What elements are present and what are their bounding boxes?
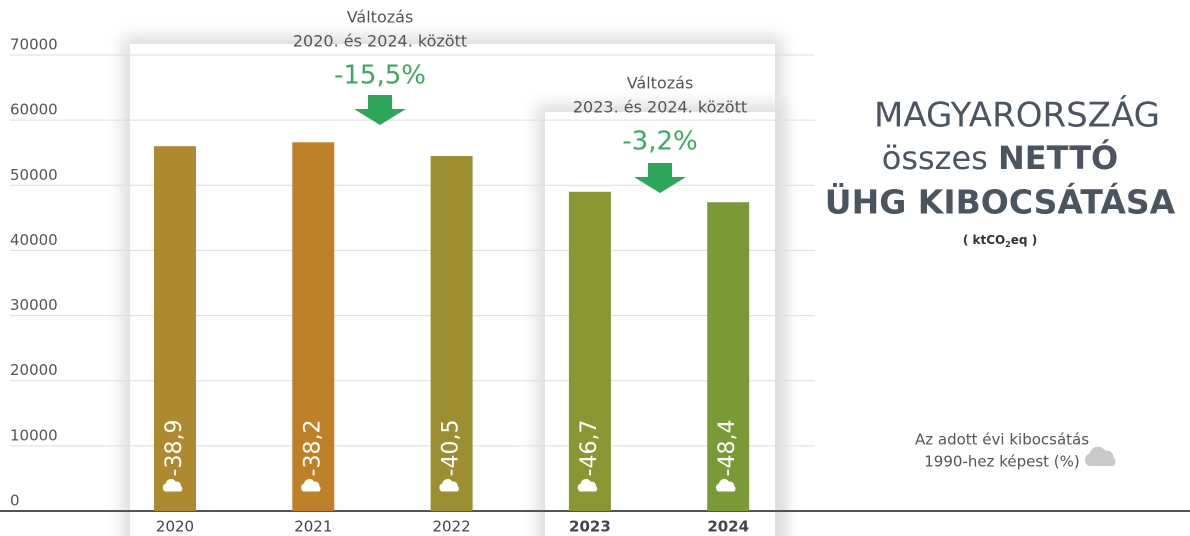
bar bbox=[292, 142, 335, 511]
bar bbox=[707, 202, 750, 512]
annotation-change: -15,5% bbox=[334, 61, 426, 91]
annotation-change: -3,2% bbox=[622, 127, 697, 157]
title: MAGYARORSZÁG bbox=[874, 95, 1160, 136]
title-part: összes bbox=[882, 139, 988, 177]
y-tick-label: 20000 bbox=[10, 361, 58, 379]
annotation-text: 2020. és 2024. között bbox=[293, 32, 467, 51]
y-tick-label: 40000 bbox=[10, 231, 58, 249]
note: Az adott évi kibocsátás bbox=[915, 431, 1089, 449]
title: ÜHG KIBOCSÁTÁSA bbox=[825, 182, 1176, 222]
y-tick-label: 70000 bbox=[10, 36, 58, 54]
arrow bbox=[354, 95, 406, 125]
x-tick-label: 2022 bbox=[433, 518, 471, 536]
x-tick-label: 2023 bbox=[569, 518, 611, 536]
cloud-icon bbox=[1085, 446, 1116, 466]
y-tick-label: 50000 bbox=[10, 166, 58, 184]
value-label: -38,9 bbox=[162, 420, 187, 477]
title-part: eq ) bbox=[1011, 233, 1037, 247]
cloud-icon bbox=[577, 479, 598, 492]
plot: 0 10000 20000 30000 40000 50000 60000 70000 2020… bbox=[0, 8, 1190, 536]
value-label: -38,2 bbox=[300, 420, 325, 477]
y-tick-label: 60000 bbox=[10, 101, 58, 119]
y-tick-label: 10000 bbox=[10, 426, 58, 444]
bar bbox=[154, 146, 196, 511]
annotation-text: Változás bbox=[627, 74, 694, 93]
cloud-icon bbox=[162, 479, 183, 492]
unit: ( ktCO2eq ) bbox=[963, 233, 1037, 249]
x-tick-label: 2021 bbox=[294, 518, 332, 536]
y-tick-label: 30000 bbox=[10, 296, 58, 314]
y-tick-label: 0 bbox=[10, 492, 20, 510]
title-part: 2 bbox=[1005, 240, 1011, 249]
bar bbox=[430, 155, 473, 511]
annotation-text: Változás bbox=[347, 8, 414, 27]
title-part: NETTÓ bbox=[998, 138, 1118, 177]
value-label: -48,4 bbox=[715, 420, 740, 477]
cloud-icon bbox=[301, 479, 321, 492]
bar bbox=[568, 191, 611, 512]
value-label: -40,5 bbox=[439, 420, 464, 477]
x-tick-label: 2024 bbox=[707, 518, 749, 536]
cloud-icon bbox=[439, 479, 459, 492]
annotation-text: 2023. és 2024. között bbox=[573, 98, 747, 117]
title: összes NETTÓ bbox=[882, 138, 1118, 177]
arrow bbox=[634, 163, 686, 193]
note: 1990-hez képest (%) bbox=[924, 453, 1080, 471]
title-part: ( ktCO bbox=[963, 233, 1005, 247]
x-tick-label: 2020 bbox=[156, 518, 194, 536]
value-label: -46,7 bbox=[577, 420, 602, 477]
cloud-icon bbox=[715, 479, 736, 492]
